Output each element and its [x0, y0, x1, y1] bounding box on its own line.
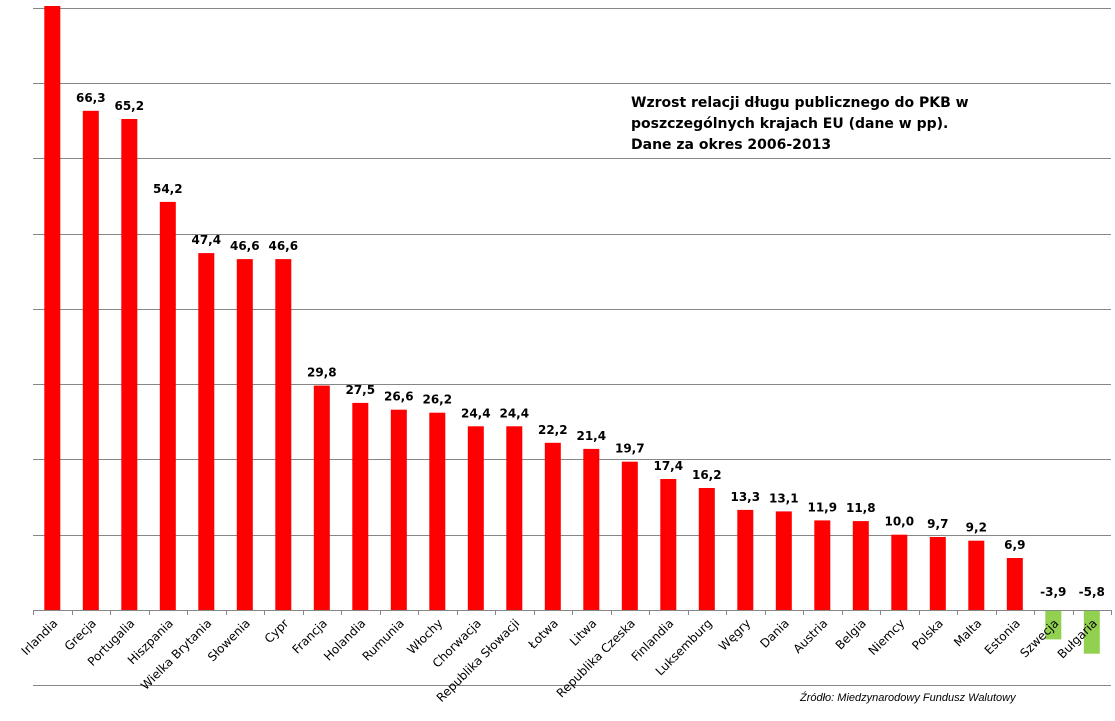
category-label-9: Rumunia — [360, 616, 407, 663]
bar-27 — [1083, 610, 1100, 654]
chart-title-line-2: poszczególnych krajach EU (dane w pp). — [631, 116, 949, 132]
category-label-20: Austria — [791, 616, 831, 656]
bar-14 — [583, 448, 600, 610]
bar-25 — [1006, 558, 1023, 610]
data-label-16: 17,4 — [653, 459, 683, 473]
data-label-4: 47,4 — [191, 233, 221, 247]
category-label-4: Wielka Brytania — [138, 616, 215, 693]
bar-15 — [621, 461, 638, 610]
data-label-23: 9,7 — [927, 517, 948, 531]
x-axis — [33, 610, 1112, 615]
bar-23 — [929, 537, 946, 610]
data-label-9: 26,6 — [384, 390, 414, 404]
category-label-13: Łotwa — [525, 616, 561, 652]
bar-16 — [660, 479, 677, 610]
bar-20 — [814, 520, 831, 610]
bar-2 — [121, 119, 138, 610]
bar-3 — [159, 201, 176, 610]
data-label-2: 65,2 — [114, 99, 144, 113]
data-label-5: 46,6 — [230, 239, 260, 253]
chart-title: Wzrost relacji długu publicznego do PKB … — [631, 93, 969, 156]
data-label-25: 6,9 — [1004, 538, 1025, 552]
data-label-22: 10,0 — [884, 515, 914, 529]
bar-12 — [506, 426, 523, 610]
category-label-1: Grecja — [62, 616, 99, 653]
data-labels: 66,3 65,2 54,2 47,4 46,6 46,6 29,8 27,5 26,6 26,2… — [76, 91, 1105, 599]
data-label-17: 16,2 — [692, 468, 722, 482]
category-label-23: Polska — [909, 616, 946, 653]
category-label-19: Dania — [757, 616, 792, 651]
bar-26 — [1045, 610, 1062, 640]
bar-11 — [467, 426, 484, 610]
data-label-15: 19,7 — [615, 442, 645, 456]
data-label-19: 13,1 — [769, 491, 799, 505]
category-label-18: Węgry — [716, 616, 753, 653]
bar-1 — [82, 110, 99, 611]
bar-19 — [775, 511, 792, 610]
data-label-1: 66,3 — [76, 91, 106, 105]
source-note: Źródło: Miedzynarodowy Fundusz Walutowy — [800, 692, 1016, 704]
data-label-10: 26,2 — [422, 393, 452, 407]
bars — [44, 6, 1100, 654]
bar-5 — [236, 259, 253, 610]
bar-10 — [429, 412, 446, 610]
bar-6 — [275, 259, 292, 610]
data-label-3: 54,2 — [153, 182, 183, 196]
data-label-18: 13,3 — [730, 490, 760, 504]
data-label-11: 24,4 — [461, 406, 491, 420]
category-label-14: Litwa — [567, 616, 599, 648]
data-label-20: 11,9 — [807, 500, 837, 514]
data-label-21: 11,8 — [846, 501, 876, 515]
data-label-7: 29,8 — [307, 366, 337, 380]
data-label-27: -5,8 — [1079, 585, 1105, 599]
bar-24 — [968, 540, 985, 610]
data-label-24: 9,2 — [966, 521, 987, 535]
category-label-0: Irlandia — [19, 616, 61, 658]
bar-9 — [390, 409, 407, 610]
category-label-21: Belgia — [833, 616, 869, 652]
category-label-24: Malta — [951, 616, 984, 649]
data-label-26: -3,9 — [1040, 585, 1066, 599]
category-label-6: Cypr — [262, 616, 292, 646]
chart-title-line-1: Wzrost relacji długu publicznego do PKB … — [631, 95, 969, 111]
bar-17 — [698, 488, 715, 610]
data-label-12: 24,4 — [499, 406, 529, 420]
bar-8 — [352, 402, 369, 610]
bar-18 — [737, 509, 754, 610]
bar-22 — [891, 534, 908, 610]
data-label-8: 27,5 — [345, 383, 375, 397]
data-label-6: 46,6 — [268, 239, 298, 253]
bar-21 — [852, 521, 869, 610]
bar-4 — [198, 253, 215, 610]
bar-7 — [313, 385, 330, 610]
bar-13 — [544, 442, 561, 610]
data-label-14: 21,4 — [576, 429, 606, 443]
data-label-13: 22,2 — [538, 423, 568, 437]
category-label-5: Słowenia — [205, 616, 253, 664]
bar-0 — [44, 6, 61, 610]
category-label-22: Niemcy — [866, 616, 908, 658]
chart-title-line-3: Dane za okres 2006-2013 — [631, 137, 832, 153]
